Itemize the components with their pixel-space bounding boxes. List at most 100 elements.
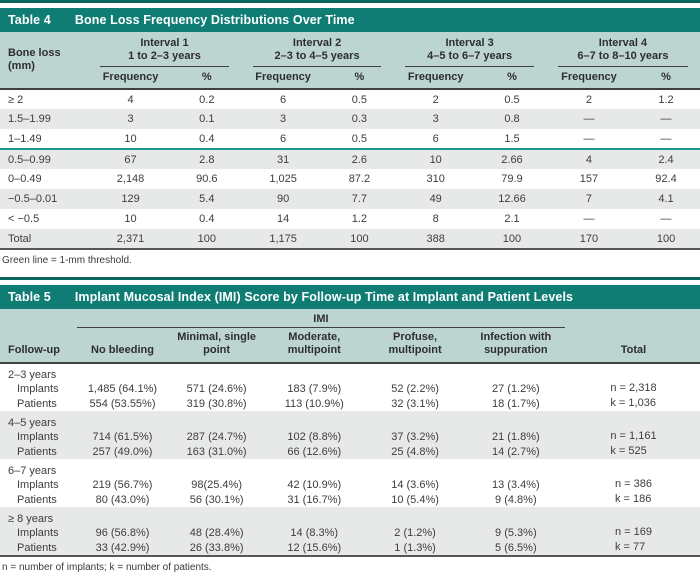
imi-right-spacer xyxy=(567,309,700,328)
value-cell: 14 xyxy=(276,213,290,225)
total-cell: n = 2,318 k = 1,036 xyxy=(567,381,700,411)
implants-row-label: Implants xyxy=(17,526,59,539)
value-cell: 33 (42.9%) xyxy=(95,541,150,554)
bone-loss-range-label: 0–0.49 xyxy=(8,173,42,185)
table5-label: Table 5 xyxy=(8,290,51,304)
value-cell: 714 (61.5%) xyxy=(92,430,153,443)
value-cell: 2 xyxy=(432,93,439,106)
table4-subheader: Frequency xyxy=(545,67,633,90)
table4-row: 1–1.49 10 0.4 6 0.5 6 1.5 — — xyxy=(0,129,700,149)
table4-interval-header: Interval 1 1 to 2–3 years xyxy=(88,32,241,67)
value-cell: 4.1 xyxy=(658,193,674,205)
table5-group-label-row: ≥ 8 years xyxy=(0,507,700,525)
bone-loss-range-label: Total xyxy=(8,232,32,245)
total-n-value: n = 386 xyxy=(614,478,652,490)
table5-column-header: Moderate, multipoint xyxy=(263,328,366,364)
value-cell: 66 (12.6%) xyxy=(287,445,342,458)
value-cell: 2 (1.2%) xyxy=(394,526,436,539)
value-cell: 5.4 xyxy=(199,193,215,205)
value-cell: 113 (10.9%) xyxy=(284,397,344,410)
value-cell: 0.5 xyxy=(504,93,520,106)
table4-subheader: % xyxy=(478,67,546,90)
bone-loss-range-label: < −0.5 xyxy=(8,213,40,225)
table5-patients-row: Patients 80 (43.0%) 56 (30.1%) 31 (16.7%) 10… xyxy=(0,492,700,507)
value-cell: 49 xyxy=(429,193,442,205)
table5-implants-row: Implants 714 (61.5%) 287 (24.7%) 102 (8.8%)… xyxy=(0,429,700,457)
table4-interval-header: Interval 4 6–7 to 8–10 years xyxy=(546,32,700,67)
table4-subheader: % xyxy=(632,67,700,90)
value-cell: 100 xyxy=(350,232,369,245)
table5-imi-row: IMI xyxy=(0,309,700,328)
value-cell: 14 (2.7%) xyxy=(491,445,540,458)
total-values: n = 169 k = 77 xyxy=(615,525,652,555)
value-cell: 257 (49.0%) xyxy=(92,445,153,458)
total-k-value: k = 525 xyxy=(610,445,647,457)
value-cell: 90 xyxy=(276,193,290,205)
value-cell: 8 xyxy=(432,213,439,225)
value-cell: — xyxy=(583,113,595,125)
table4-interval-header: Interval 3 4–5 to 6–7 years xyxy=(393,32,546,67)
table5-patients-row: Patients 33 (42.9%) 26 (33.8%) 12 (15.6%) 1 … xyxy=(0,540,700,556)
value-cell: 310 xyxy=(426,173,445,185)
total-values: n = 386 k = 186 xyxy=(615,477,652,507)
value-cell: 25 (4.8%) xyxy=(391,445,439,458)
value-cell: 1,175 xyxy=(269,232,297,245)
value-cell: 571 (24.6%) xyxy=(186,382,247,395)
table4-subheader: Frequency xyxy=(393,67,479,90)
value-cell: 102 (8.8%) xyxy=(287,430,342,443)
value-cell: 0.8 xyxy=(504,113,520,125)
table4-subheader: Frequency xyxy=(240,67,326,90)
value-cell: 2.1 xyxy=(504,213,520,225)
table5-column-header: Profuse, multipoint xyxy=(365,328,465,364)
value-cell: 0.5 xyxy=(351,93,368,106)
patients-row-label: Patients xyxy=(17,397,57,410)
value-cell: 1.2 xyxy=(658,93,674,106)
value-cell: 21 (1.8%) xyxy=(491,430,540,443)
value-cell: — xyxy=(583,132,595,145)
table4-row: < −0.5 10 0.4 14 1.2 8 2.1 — — xyxy=(0,209,700,229)
table5-group-label-row: 2–3 years xyxy=(0,363,700,381)
table4-subheader: Frequency xyxy=(88,67,173,90)
table5-implants-row: Implants 219 (56.7%) 98(25.4%) 42 (10.9%) 14… xyxy=(0,477,700,505)
value-cell: 9 (5.3%) xyxy=(495,526,537,539)
table5-body: 2–3 years Implants 1,485 (64.1%) 571 (24.6%… xyxy=(0,363,700,556)
value-cell: 10 xyxy=(124,213,137,225)
value-cell: 157 xyxy=(579,173,599,185)
table4-interval-label: Interval 2 2–3 to 4–5 years xyxy=(252,37,382,67)
value-cell: 26 (33.8%) xyxy=(189,541,244,554)
total-values: n = 1,161 k = 525 xyxy=(610,429,656,459)
value-cell: 67 xyxy=(88,148,173,169)
table5: IMI Follow-up No bleeding Minimal, single … xyxy=(0,309,700,557)
table4-footnote: Green line = 1-mm threshold. xyxy=(2,255,132,266)
table4-title: Bone Loss Frequency Distributions Over T… xyxy=(74,13,355,27)
value-cell: 4 xyxy=(127,93,134,106)
table4-subheader-row: Frequency% Frequency% Frequency% Frequency% xyxy=(0,67,700,90)
value-cell: 0.1 xyxy=(199,113,215,125)
table4-interval-label: Interval 1 1 to 2–3 years xyxy=(100,37,229,67)
bone-loss-range-label: −0.5–0.01 xyxy=(8,193,58,205)
value-cell: 554 (53.55%) xyxy=(89,397,156,410)
table5-group-label-row: 6–7 years xyxy=(0,459,700,477)
table5-group-label-row: 4–5 years xyxy=(0,411,700,429)
followup-group-label: 2–3 years xyxy=(8,369,57,381)
table4-interval-header: Interval 2 2–3 to 4–5 years xyxy=(241,32,394,67)
table5-head: IMI Follow-up No bleeding Minimal, single … xyxy=(0,309,700,364)
table4-head: Bone loss (mm) Interval 1 1 to 2–3 years… xyxy=(0,32,700,90)
value-cell: 2.6 xyxy=(325,148,394,169)
value-cell: 0.5 xyxy=(351,132,368,145)
table4-row: ≥ 2 4 0.2 6 0.5 2 0.5 2 1.2 xyxy=(0,89,700,109)
total-n-value: n = 2,318 xyxy=(610,382,657,394)
value-cell: 80 (43.0%) xyxy=(95,493,150,506)
table5-implants-row: Implants 96 (56.8%) 48 (28.4%) 14 (8.3%) 2 (… xyxy=(0,525,700,553)
table5-top-rule xyxy=(0,277,700,280)
value-cell: 3 xyxy=(432,113,439,125)
value-cell: 170 xyxy=(579,232,599,245)
value-cell: 37 (3.2%) xyxy=(391,430,439,443)
value-cell: — xyxy=(660,213,672,225)
value-cell: 31 (16.7%) xyxy=(287,493,342,506)
table5-imi-span-header: IMI xyxy=(75,309,567,328)
table4-subheader: % xyxy=(325,67,394,90)
value-cell: 2,371 xyxy=(116,232,145,245)
followup-group-label: ≥ 8 years xyxy=(8,512,54,525)
